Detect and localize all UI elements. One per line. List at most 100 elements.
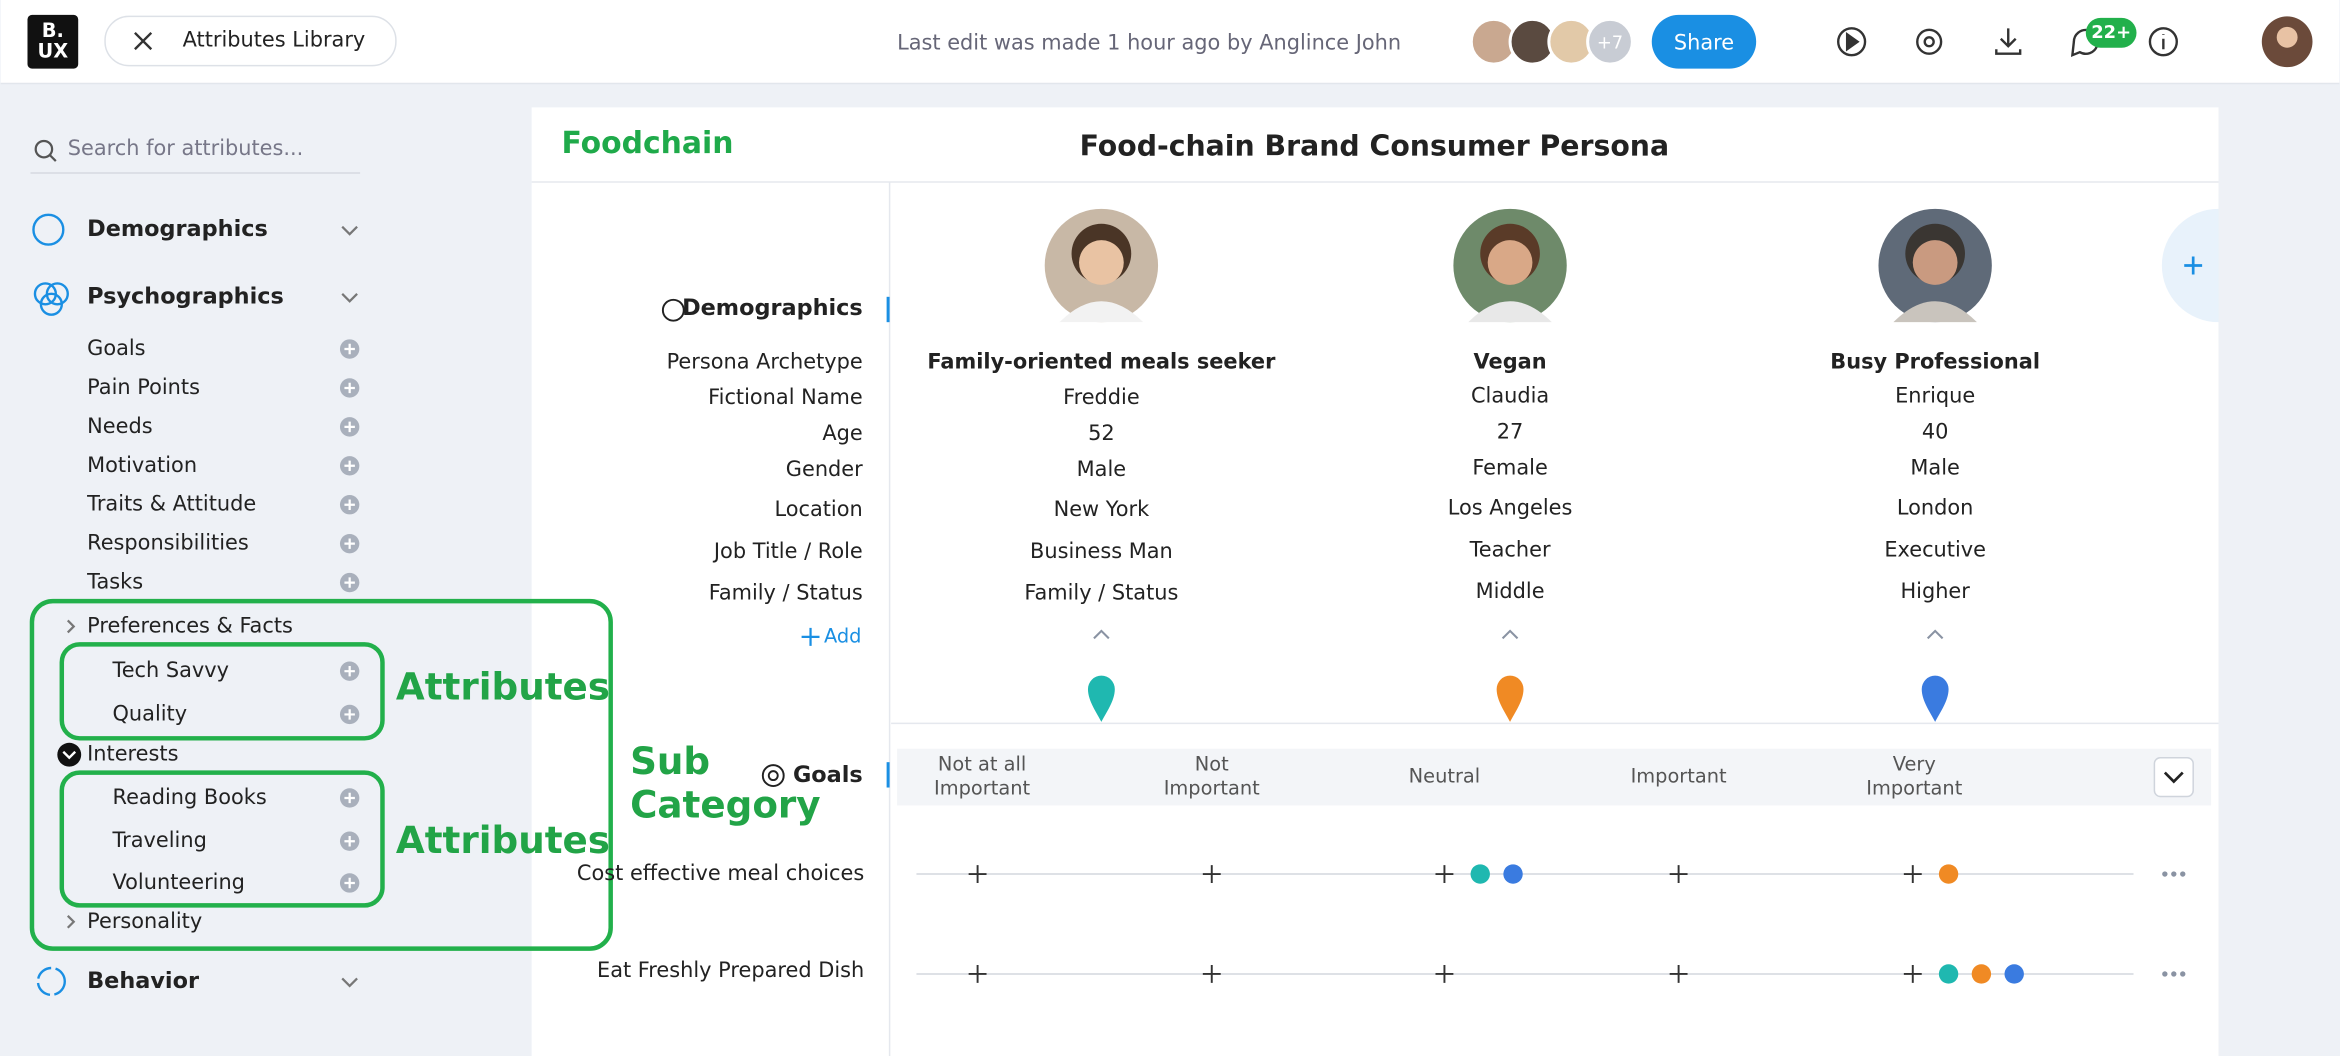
field-value: Claudia [1471, 384, 1549, 408]
attribute[interactable]: Motivation [87, 453, 197, 477]
attributes-box [59, 642, 385, 741]
subcategory[interactable]: Preferences & Facts [87, 613, 293, 637]
field-value: Business Man [1030, 539, 1173, 563]
add-attribute-plus [344, 499, 355, 510]
persona-archetype: Family-oriented meals seeker [927, 349, 1276, 373]
library-pill[interactable] [104, 15, 397, 67]
collapse-chevron[interactable] [1926, 629, 1944, 640]
scale-point[interactable] [1903, 865, 1922, 883]
attribute[interactable]: Tasks [86, 570, 143, 594]
category[interactable]: Psychographics [87, 283, 284, 309]
attribute[interactable]: Traits & Attitude [86, 492, 256, 516]
scale-point[interactable] [1669, 965, 1688, 983]
subcategory[interactable]: Interests [87, 742, 178, 766]
chevron[interactable] [341, 293, 358, 303]
search-input[interactable]: Search for attributes... [68, 136, 304, 160]
panel-edge [2218, 193, 2340, 344]
scale-point[interactable] [968, 865, 987, 883]
scale-point[interactable] [1435, 965, 1454, 983]
logo-text: B. [42, 19, 64, 42]
annotation: Sub [630, 739, 710, 783]
annotation: Attributes [396, 665, 610, 709]
rating-dot [1470, 864, 1490, 884]
scale-point[interactable] [968, 965, 987, 983]
field-label: Age [822, 421, 862, 445]
scale-point[interactable] [1202, 965, 1221, 983]
attribute[interactable]: Pain Points [87, 375, 200, 399]
field-value: Middle [1476, 579, 1545, 603]
persona-face [1912, 240, 1958, 285]
field-value: London [1897, 496, 1974, 520]
scale-point[interactable] [1435, 865, 1454, 883]
field-label: Job Title / Role [712, 539, 863, 563]
more-dot[interactable] [2171, 971, 2177, 977]
share-button[interactable] [1651, 14, 1757, 69]
attribute[interactable]: Reading Books [113, 785, 267, 809]
attribute[interactable]: Needs [87, 414, 152, 438]
scale-point[interactable] [1903, 965, 1922, 983]
persona-shoulders [1893, 301, 1977, 323]
field-value: Male [1077, 457, 1126, 481]
collapse-chevron[interactable] [1093, 629, 1110, 640]
add-attribute-plus [344, 460, 355, 472]
field-label: Gender [786, 457, 863, 481]
play-icon[interactable] [1837, 27, 1867, 57]
expanded-toggle[interactable] [57, 742, 82, 767]
more-dot[interactable] [2180, 971, 2186, 977]
category[interactable]: Demographics [87, 216, 268, 242]
chevron[interactable] [66, 915, 76, 929]
scale-point[interactable] [1202, 865, 1221, 883]
more-dot[interactable] [2180, 871, 2186, 877]
rating-dot [1503, 864, 1523, 884]
demographics-icon [32, 213, 65, 246]
persona-face [1079, 240, 1124, 285]
add-attribute-plus [344, 343, 355, 355]
scale-label: Important [1866, 777, 1962, 800]
scale-dropdown[interactable] [2153, 756, 2194, 798]
share-label[interactable]: Share [1674, 30, 1734, 54]
attribute[interactable]: Tech Savvy [112, 658, 230, 682]
add-attribute-plus [344, 577, 355, 588]
field-value: New York [1054, 497, 1150, 521]
scale-band [897, 748, 2212, 806]
add-attribute-plus [344, 792, 355, 804]
chevron[interactable] [341, 977, 358, 988]
field-value: Family / Status [1024, 581, 1178, 605]
attribute[interactable]: Volunteering [113, 870, 245, 894]
collapse-chevron[interactable] [1501, 629, 1519, 640]
more-dot[interactable] [2162, 971, 2168, 977]
annotation-boxes [29, 598, 613, 951]
attribute[interactable]: Quality [113, 701, 188, 725]
persona-pin [1087, 675, 1115, 722]
add-field[interactable]: Add [824, 624, 862, 647]
more-dot[interactable] [2162, 871, 2168, 877]
section-marker [886, 762, 890, 788]
scale-label: Not [1195, 753, 1229, 776]
scale-label: Very [1893, 753, 1936, 776]
subcategory[interactable]: Personality [87, 909, 202, 933]
attribute[interactable]: Responsibilities [87, 531, 249, 555]
chevrons [66, 225, 358, 988]
chevron[interactable] [66, 619, 76, 634]
collaborators [1469, 17, 1634, 66]
attribute[interactable]: Goals [87, 336, 145, 360]
field-value: Los Angeles [1448, 496, 1573, 520]
add-persona-plus [2184, 256, 2203, 275]
info-icon[interactable] [2148, 27, 2178, 57]
settings-icon[interactable] [1916, 28, 1943, 55]
goals-icon [761, 764, 785, 788]
download-icon[interactable] [1995, 28, 2022, 55]
attribute[interactable]: Traveling [112, 828, 207, 852]
field-label: Family / Status [709, 581, 863, 605]
category[interactable]: Behavior [87, 968, 199, 994]
logo[interactable] [27, 14, 79, 69]
psychographics-icon [39, 292, 63, 316]
scale-point[interactable] [1669, 865, 1688, 883]
more-dot[interactable] [2171, 871, 2177, 877]
goals-icon-inner [767, 770, 779, 782]
persona-pin [1496, 675, 1524, 722]
brand-logo: Foodchain [561, 126, 733, 161]
chevron[interactable] [341, 225, 358, 236]
close-icon[interactable] [134, 31, 153, 51]
